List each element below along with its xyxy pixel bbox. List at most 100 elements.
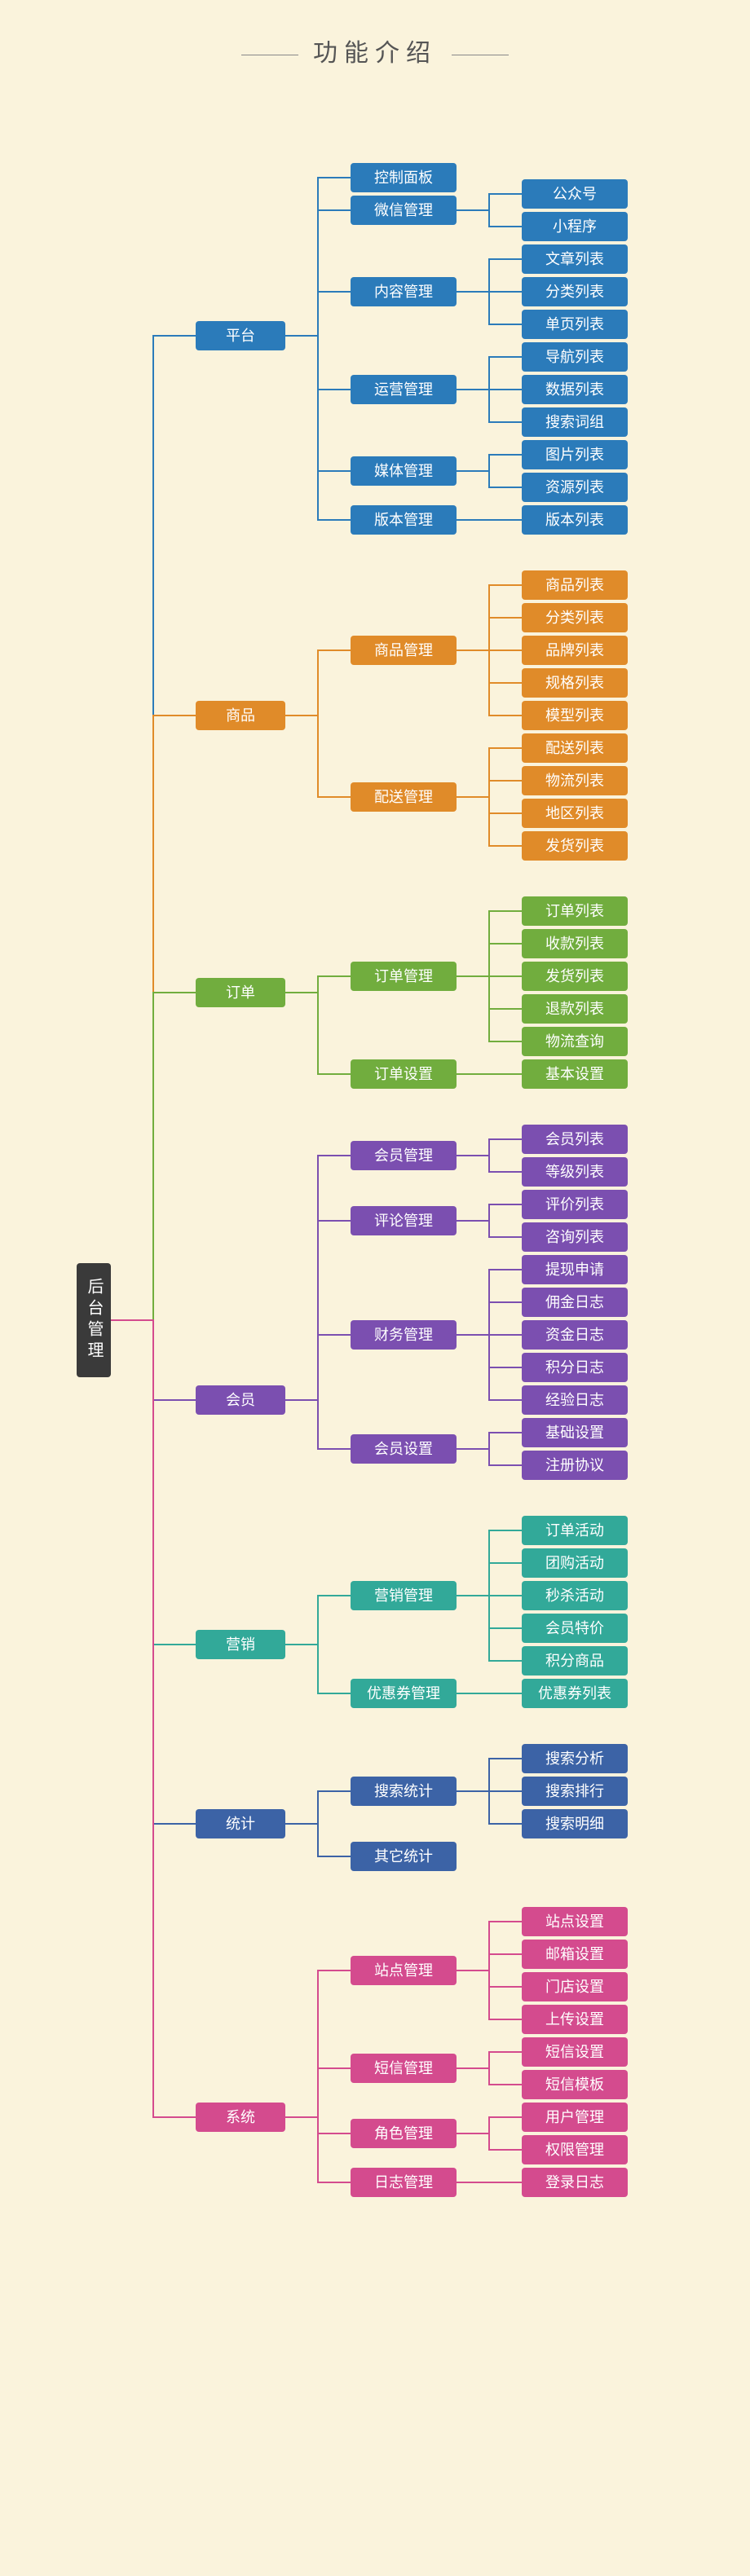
l3-分类列表-label: 分类列表 — [545, 284, 604, 300]
l3-经验日志-label: 经验日志 — [545, 1392, 604, 1408]
connector — [285, 993, 351, 1074]
l3-会员列表-label: 会员列表 — [545, 1131, 604, 1147]
l3-搜索词组-label: 搜索词组 — [545, 414, 604, 430]
l2-商品管理-label: 商品管理 — [374, 642, 433, 658]
connector — [457, 1204, 522, 1221]
l3-模型列表-label: 模型列表 — [545, 707, 604, 724]
l3-站点设置-label: 站点设置 — [545, 1913, 604, 1930]
l3-搜索排行-label: 搜索排行 — [545, 1783, 604, 1799]
connector — [457, 1139, 522, 1156]
diagram-container: 功能介绍 后台管理平台控制面板微信管理公众号小程序内容管理文章列表分类列表单页列… — [0, 0, 750, 2310]
l1-会员-label: 会员 — [226, 1392, 255, 1408]
connector — [285, 1335, 351, 1400]
connector — [285, 650, 351, 716]
connector — [285, 1400, 351, 1449]
l1-商品-label: 商品 — [226, 707, 255, 724]
connector — [457, 2068, 522, 2085]
connector — [457, 471, 522, 487]
l2-站点管理-label: 站点管理 — [374, 1962, 433, 1979]
l3-基本设置-label: 基本设置 — [545, 1066, 604, 1082]
l2-搜索统计-label: 搜索统计 — [374, 1783, 433, 1799]
connector — [457, 1433, 522, 1449]
l2-订单管理-label: 订单管理 — [374, 968, 433, 984]
l3-单页列表-label: 单页列表 — [545, 316, 604, 332]
l3-小程序-label: 小程序 — [553, 218, 597, 235]
l3-邮箱设置-label: 邮箱设置 — [545, 1946, 604, 1962]
l2-微信管理-label: 微信管理 — [374, 202, 433, 218]
connector — [285, 1791, 351, 1824]
connector — [457, 455, 522, 471]
connector — [457, 210, 522, 227]
connector — [457, 2052, 522, 2068]
l3-注册协议-label: 注册协议 — [545, 1457, 604, 1473]
l2-控制面板-label: 控制面板 — [374, 170, 433, 186]
l2-运营管理-label: 运营管理 — [374, 381, 433, 398]
l1-统计-label: 统计 — [226, 1816, 255, 1832]
connector — [285, 1824, 351, 1856]
l3-搜索明细-label: 搜索明细 — [545, 1816, 604, 1832]
l3-搜索分析-label: 搜索分析 — [545, 1750, 604, 1767]
l3-提现申请-label: 提现申请 — [545, 1262, 604, 1278]
l3-等级列表-label: 等级列表 — [545, 1164, 604, 1180]
l3-上传设置-label: 上传设置 — [545, 2011, 604, 2028]
l3-资金日志-label: 资金日志 — [545, 1327, 604, 1343]
l1-平台-label: 平台 — [226, 328, 255, 344]
l2-优惠券管理-label: 优惠券管理 — [367, 1685, 440, 1702]
l1-订单-label: 订单 — [226, 984, 255, 1001]
page-title: 功能介绍 — [16, 33, 734, 68]
connector — [285, 976, 351, 993]
connector — [285, 336, 351, 520]
connector — [285, 716, 351, 797]
l3-导航列表-label: 导航列表 — [545, 349, 604, 365]
l2-财务管理-label: 财务管理 — [374, 1327, 433, 1343]
l2-评论管理-label: 评论管理 — [374, 1213, 433, 1229]
l3-佣金日志-label: 佣金日志 — [545, 1294, 604, 1310]
l3-地区列表-label: 地区列表 — [545, 805, 604, 821]
l3-物流列表-label: 物流列表 — [545, 773, 604, 789]
connector — [285, 1596, 351, 1645]
l3-登录日志-label: 登录日志 — [545, 2174, 604, 2191]
l3-资源列表-label: 资源列表 — [545, 479, 604, 495]
connector — [285, 2068, 351, 2117]
l3-订单列表-label: 订单列表 — [545, 903, 604, 919]
l3-分类列表-label: 分类列表 — [545, 610, 604, 626]
l3-发货列表-label: 发货列表 — [545, 838, 604, 854]
l3-图片列表-label: 图片列表 — [545, 447, 604, 463]
l2-订单设置-label: 订单设置 — [374, 1066, 433, 1082]
l3-文章列表-label: 文章列表 — [545, 251, 604, 267]
l3-团购活动-label: 团购活动 — [545, 1555, 604, 1571]
l3-订单活动-label: 订单活动 — [545, 1522, 604, 1539]
connector — [457, 1954, 522, 1971]
l2-会员设置-label: 会员设置 — [374, 1441, 433, 1457]
tree-diagram: 后台管理平台控制面板微信管理公众号小程序内容管理文章列表分类列表单页列表运营管理… — [65, 109, 685, 2261]
l3-积分日志-label: 积分日志 — [545, 1359, 604, 1376]
connector — [285, 1645, 351, 1693]
l3-规格列表-label: 规格列表 — [545, 675, 604, 691]
l2-日志管理-label: 日志管理 — [374, 2174, 433, 2191]
connector — [457, 944, 522, 976]
l3-商品列表-label: 商品列表 — [545, 577, 604, 593]
l3-退款列表-label: 退款列表 — [545, 1001, 604, 1017]
l2-短信管理-label: 短信管理 — [374, 2060, 433, 2076]
l2-营销管理-label: 营销管理 — [374, 1587, 433, 1604]
l3-秒杀活动-label: 秒杀活动 — [545, 1587, 604, 1604]
connector — [111, 993, 196, 1320]
l3-优惠券列表-label: 优惠券列表 — [538, 1685, 611, 1702]
l2-角色管理-label: 角色管理 — [374, 2125, 433, 2142]
l3-咨询列表-label: 咨询列表 — [545, 1229, 604, 1245]
l1-系统-label: 系统 — [226, 2109, 255, 2125]
l3-积分商品-label: 积分商品 — [545, 1653, 604, 1669]
l3-品牌列表-label: 品牌列表 — [545, 642, 604, 658]
l2-内容管理-label: 内容管理 — [374, 284, 433, 300]
connector — [457, 1302, 522, 1335]
l3-短信模板-label: 短信模板 — [545, 2076, 604, 2093]
l2-其它统计-label: 其它统计 — [374, 1848, 433, 1865]
l3-版本列表-label: 版本列表 — [545, 512, 604, 528]
l3-基础设置-label: 基础设置 — [545, 1425, 604, 1441]
l3-评价列表-label: 评价列表 — [545, 1196, 604, 1213]
connector — [457, 390, 522, 422]
connector — [457, 357, 522, 390]
l2-媒体管理-label: 媒体管理 — [374, 463, 433, 479]
l3-公众号-label: 公众号 — [553, 186, 597, 202]
l3-配送列表-label: 配送列表 — [545, 740, 604, 756]
